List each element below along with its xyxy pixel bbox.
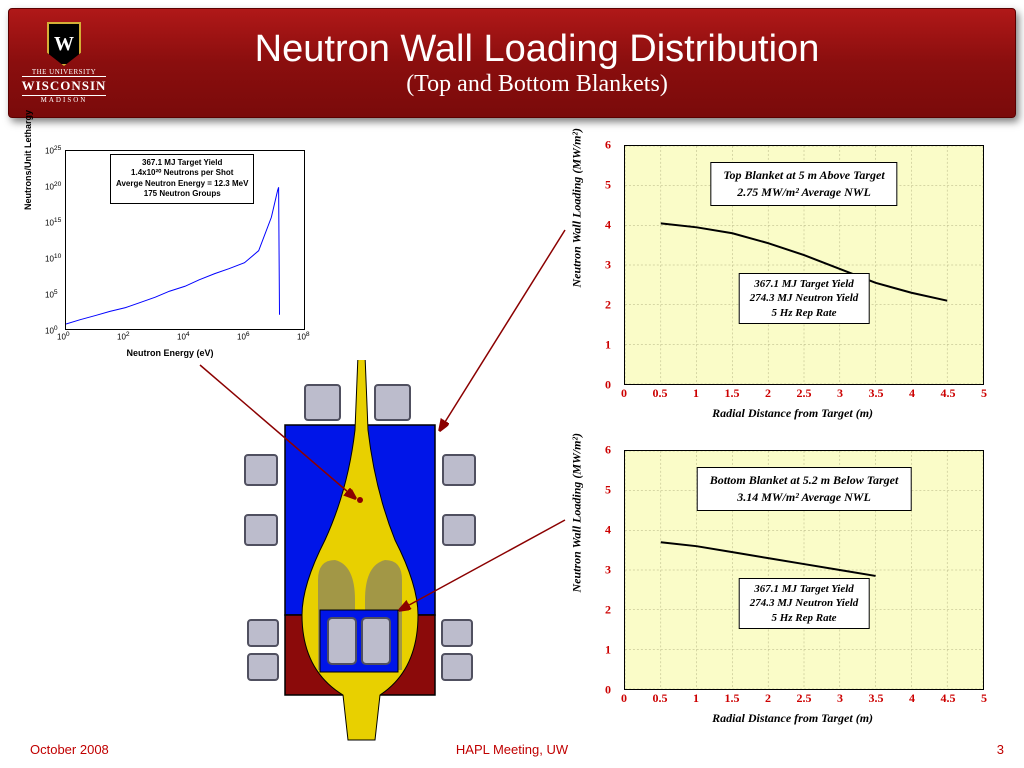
nwl-bottom-ylabel: Neutron Wall Loading (MW/m²) [570, 433, 585, 593]
spec-leg-1: 367.1 MJ Target Yield [116, 158, 248, 168]
spectrum-xlabel: Neutron Energy (eV) [126, 348, 213, 358]
spec-leg-2: 1.4x10²⁰ Neutrons per Shot [116, 168, 248, 178]
nwl-bottom-note-l1: 367.1 MJ Target Yield [750, 582, 859, 596]
reactor-module [375, 385, 410, 420]
nwl-top-title-l1: Top Blanket at 5 m Above Target [723, 167, 884, 184]
footer: October 2008 HAPL Meeting, UW 3 [0, 742, 1024, 762]
subtitle: (Top and Bottom Blankets) [119, 71, 955, 98]
nwl-bottom-note-l3: 5 Hz Rep Rate [750, 611, 859, 625]
nwl-top-note: 367.1 MJ Target Yield 274.3 MJ Neutron Y… [739, 273, 870, 324]
spectrum-plot: 367.1 MJ Target Yield 1.4x10²⁰ Neutrons … [25, 140, 315, 360]
nwl-top-note-l1: 367.1 MJ Target Yield [750, 277, 859, 291]
reactor-module [443, 455, 475, 485]
main-title: Neutron Wall Loading Distribution [119, 28, 955, 71]
spec-leg-3: Averge Neutron Energy = 12.3 MeV [116, 179, 248, 189]
reactor-module [305, 385, 340, 420]
nwl-bottom-title: Bottom Blanket at 5.2 m Below Target 3.1… [697, 467, 912, 511]
footer-page: 3 [997, 742, 1004, 757]
shield-icon: W [47, 22, 81, 66]
spectrum-legend: 367.1 MJ Target Yield 1.4x10²⁰ Neutrons … [110, 154, 254, 204]
reactor-module [443, 515, 475, 545]
footer-date: October 2008 [30, 742, 109, 757]
nwl-top-axes: Top Blanket at 5 m Above Target 2.75 MW/… [624, 145, 984, 385]
nwl-top-title-l2: 2.75 MW/m² Average NWL [723, 184, 884, 201]
reactor-module [442, 620, 472, 646]
title-bar: W THE UNIVERSITY WISCONSIN MADISON Neutr… [8, 8, 1016, 118]
nwl-top-note-l2: 274.3 MJ Neutron Yield [750, 291, 859, 305]
nwl-bottom-xlabel: Radial Distance from Target (m) [712, 711, 873, 726]
title-text-block: Neutron Wall Loading Distribution (Top a… [119, 28, 1015, 98]
reactor-diagram [200, 360, 520, 760]
reactor-module [248, 654, 278, 680]
nwl-top-plot: Top Blanket at 5 m Above Target 2.75 MW/… [569, 135, 999, 425]
footer-meeting: HAPL Meeting, UW [456, 742, 568, 757]
nwl-bottom-title-l2: 3.14 MW/m² Average NWL [710, 489, 899, 506]
logo-line3: MADISON [41, 96, 88, 104]
reactor-module [248, 620, 278, 646]
nwl-bottom-title-l1: Bottom Blanket at 5.2 m Below Target [710, 472, 899, 489]
reactor-module [328, 618, 356, 664]
logo-line2: WISCONSIN [22, 76, 107, 96]
logo-line1: THE UNIVERSITY [32, 68, 96, 76]
shield-letter: W [54, 33, 74, 56]
reactor-module [245, 455, 277, 485]
reactor-module [442, 654, 472, 680]
nwl-bottom-plot: Bottom Blanket at 5.2 m Below Target 3.1… [569, 440, 999, 730]
reactor-module [362, 618, 390, 664]
nwl-top-note-l3: 5 Hz Rep Rate [750, 306, 859, 320]
nwl-top-ylabel: Neutron Wall Loading (MW/m²) [570, 128, 585, 288]
reactor-module [245, 515, 277, 545]
nwl-top-title: Top Blanket at 5 m Above Target 2.75 MW/… [710, 162, 897, 206]
uw-logo: W THE UNIVERSITY WISCONSIN MADISON [9, 13, 119, 113]
reactor-svg [200, 360, 520, 760]
reactor-target [357, 497, 363, 503]
spectrum-ylabel: Neutrons/Unit Lethargy [23, 110, 33, 210]
nwl-bottom-axes: Bottom Blanket at 5.2 m Below Target 3.1… [624, 450, 984, 690]
nwl-top-xlabel: Radial Distance from Target (m) [712, 406, 873, 421]
nwl-bottom-note: 367.1 MJ Target Yield 274.3 MJ Neutron Y… [739, 578, 870, 629]
nwl-bottom-note-l2: 274.3 MJ Neutron Yield [750, 596, 859, 610]
spec-leg-4: 175 Neutron Groups [116, 189, 248, 199]
